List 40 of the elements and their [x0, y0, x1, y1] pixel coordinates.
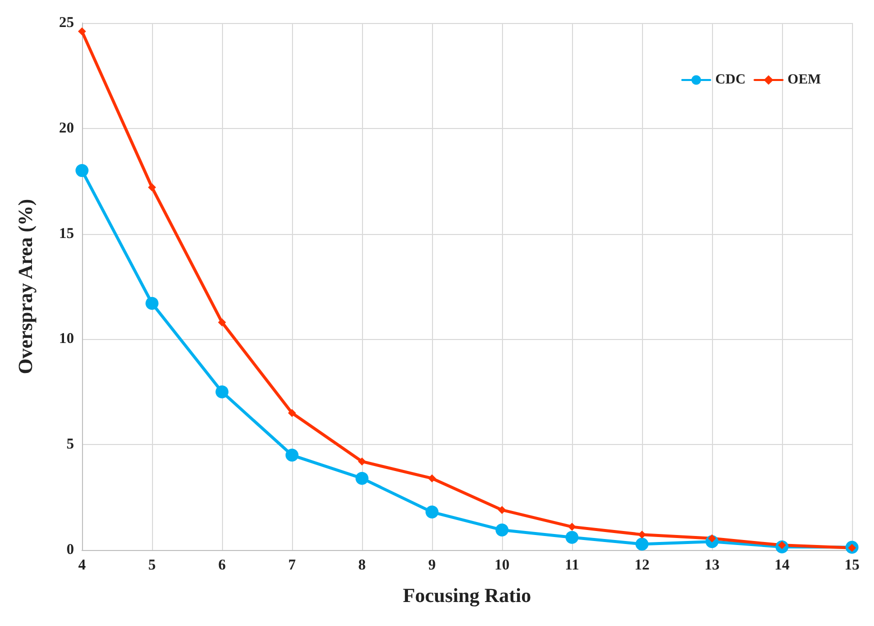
y-tick-label: 20 [59, 120, 74, 136]
point [566, 530, 578, 544]
point [638, 530, 646, 539]
y-tick-label: 25 [59, 15, 74, 31]
point [148, 183, 156, 192]
x-tick-label: 7 [288, 558, 296, 574]
y-tick-label: 0 [66, 542, 74, 558]
point [426, 506, 438, 519]
point [498, 506, 506, 514]
x-tick-label: 9 [428, 558, 436, 574]
point [358, 457, 366, 466]
x-tick-label: 15 [844, 558, 860, 574]
point [78, 27, 86, 36]
y-axis-title: Overspray Area (%) [15, 198, 37, 374]
point [286, 448, 298, 462]
point [496, 523, 508, 536]
x-tick-label: 14 [774, 558, 790, 574]
y-tick-label: 10 [59, 331, 74, 348]
point [356, 472, 368, 485]
point [76, 164, 88, 178]
x-tick-label: 12 [634, 558, 650, 574]
x-tick-label: 11 [564, 558, 580, 574]
point [216, 385, 228, 398]
point [288, 408, 296, 417]
x-tick-label: 13 [704, 558, 720, 574]
x-tick-label: 6 [218, 558, 226, 574]
point [636, 538, 648, 551]
x-tick-label: 5 [148, 558, 156, 574]
x-axis-title: Focusing Ratio [402, 585, 532, 607]
legend-label: CDC [715, 72, 746, 88]
y-tick-label: 5 [66, 436, 74, 453]
x-tick-label: 8 [358, 558, 366, 574]
point [428, 474, 436, 482]
x-tick-label: 10 [494, 558, 510, 574]
point [568, 522, 576, 531]
point [218, 318, 226, 326]
point [146, 296, 158, 310]
x-tick-label: 4 [78, 558, 86, 574]
y-tick-label: 15 [59, 226, 74, 242]
legend-label: OEM [788, 72, 822, 88]
